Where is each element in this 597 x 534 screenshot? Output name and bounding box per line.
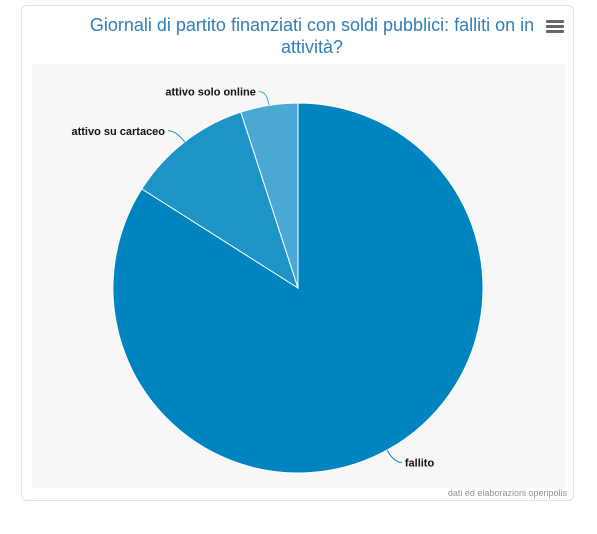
slice-label-fallito: fallito [405,457,435,469]
label-connector-attivo-solo-online [258,90,270,106]
pie-slice-attivo-su-cartaceo[interactable] [141,111,299,290]
hamburger-menu-icon[interactable] [546,20,564,36]
pie-slice-attivo-solo-online[interactable] [240,102,299,289]
slice-label-attivo-solo-online: attivo solo online [165,86,255,98]
chart-title: Giornali di partito finanziati con soldi… [89,15,535,57]
label-connector-fallito [386,449,402,463]
label-connector-attivo-su-cartaceo [168,130,186,143]
slice-label-attivo-su-cartaceo: attivo su cartaceo [71,126,165,138]
chart-credits[interactable]: dati ed elaborazioni openpolis [447,488,567,498]
